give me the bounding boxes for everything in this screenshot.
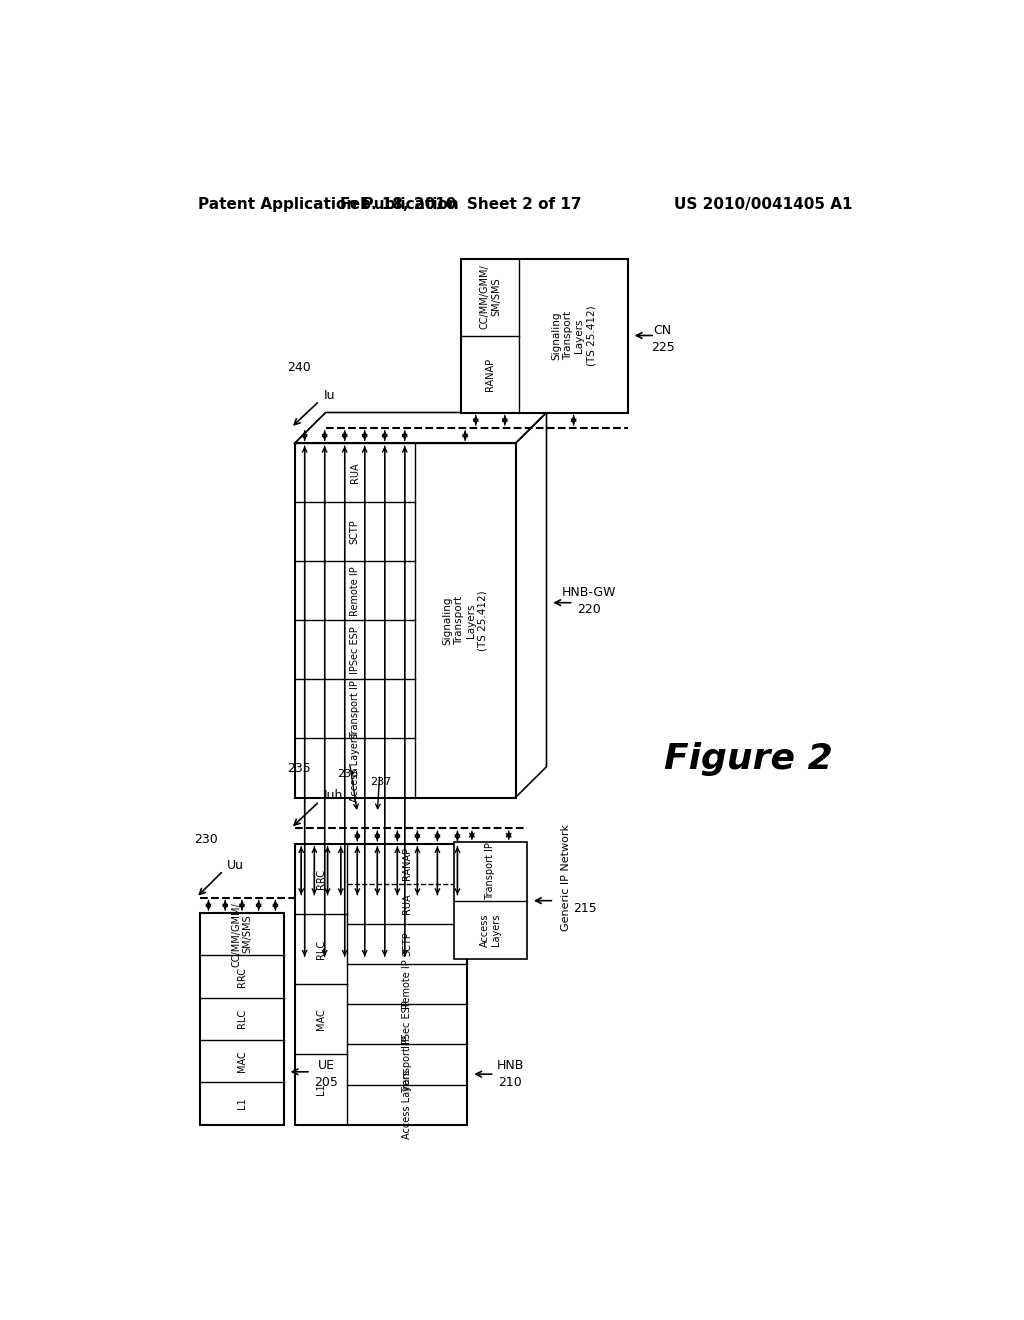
Text: MAC: MAC (237, 1051, 247, 1072)
Text: SCTP: SCTP (402, 932, 413, 957)
Text: Access
Layers: Access Layers (479, 913, 501, 946)
Text: 235: 235 (287, 762, 310, 775)
Text: Generic IP Network: Generic IP Network (561, 824, 570, 931)
Text: IPSec ESP: IPSec ESP (349, 626, 359, 673)
Text: RANAP: RANAP (402, 847, 413, 880)
Text: Uu: Uu (227, 859, 244, 871)
Text: L1: L1 (237, 1098, 247, 1109)
Text: UE: UE (317, 1059, 335, 1072)
Text: Access Layers: Access Layers (402, 1071, 413, 1139)
Text: HNB-GW: HNB-GW (562, 586, 616, 598)
Text: L1: L1 (316, 1084, 326, 1096)
Text: RRC: RRC (316, 869, 326, 888)
Text: Figure 2: Figure 2 (664, 742, 833, 776)
Text: 210: 210 (499, 1076, 522, 1089)
Text: RLC: RLC (237, 1010, 247, 1028)
Text: CN: CN (653, 325, 672, 338)
Text: US 2010/0041405 A1: US 2010/0041405 A1 (674, 197, 853, 213)
Text: 205: 205 (314, 1076, 338, 1089)
Text: SCTP: SCTP (349, 520, 359, 544)
Text: Transport IP: Transport IP (485, 842, 496, 900)
Text: IPSec ESP: IPSec ESP (402, 1001, 413, 1048)
Text: RUA: RUA (402, 894, 413, 915)
Bar (461, 259, 628, 412)
Text: Feb. 18, 2010  Sheet 2 of 17: Feb. 18, 2010 Sheet 2 of 17 (341, 197, 582, 213)
Text: 236: 236 (338, 770, 358, 779)
Bar (200, 913, 284, 1125)
Text: Remote IP: Remote IP (349, 566, 359, 615)
Text: RLC: RLC (316, 940, 326, 958)
Text: RRC: RRC (237, 966, 247, 986)
Text: 225: 225 (651, 342, 675, 354)
Text: Signaling
Transport
Layers
(TS 25.412): Signaling Transport Layers (TS 25.412) (442, 590, 487, 651)
Text: CC/MM/GMM/
SM/SMS: CC/MM/GMM/ SM/SMS (479, 264, 501, 330)
Text: Transport IP: Transport IP (402, 1036, 413, 1093)
Text: MAC: MAC (316, 1008, 326, 1030)
Text: 230: 230 (194, 833, 218, 846)
Bar (295, 444, 515, 797)
Text: 237: 237 (371, 777, 392, 787)
Text: Access Layers: Access Layers (349, 734, 359, 803)
Text: Transport IP: Transport IP (349, 680, 359, 738)
Text: 240: 240 (287, 362, 310, 375)
Bar (454, 842, 527, 960)
Text: Remote IP: Remote IP (402, 960, 413, 1008)
Text: HNB: HNB (497, 1059, 523, 1072)
Text: Signaling
Transport
Layers
(TS 25.412): Signaling Transport Layers (TS 25.412) (551, 305, 596, 366)
Text: Iu: Iu (324, 389, 335, 403)
Text: RUA: RUA (349, 462, 359, 483)
Bar (295, 843, 467, 1125)
Text: 220: 220 (578, 602, 601, 615)
Text: Iuh: Iuh (324, 789, 343, 803)
Text: RANAP: RANAP (485, 358, 496, 391)
Text: Patent Application Publication: Patent Application Publication (198, 197, 459, 213)
Text: 215: 215 (573, 902, 597, 915)
Text: CC/MM/GMM/
SM/SMS: CC/MM/GMM/ SM/SMS (231, 902, 253, 966)
